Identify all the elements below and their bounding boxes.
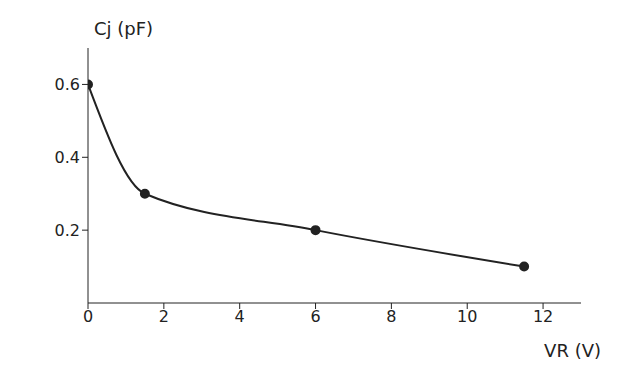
svg-text:4: 4 <box>235 307 245 326</box>
svg-text:0.2: 0.2 <box>55 221 80 240</box>
svg-text:6: 6 <box>310 307 320 326</box>
html-text:VR (V): VR (V) <box>544 340 601 361</box>
svg-text:12: 12 <box>533 307 553 326</box>
html-text:Cj (pF): Cj (pF) <box>94 18 154 39</box>
svg-text:0: 0 <box>83 307 93 326</box>
svg-text:0.4: 0.4 <box>55 148 80 167</box>
svg-text:2: 2 <box>159 307 169 326</box>
svg-text:10: 10 <box>457 307 477 326</box>
svg-text:8: 8 <box>386 307 396 326</box>
svg-text:0.6: 0.6 <box>55 75 80 94</box>
